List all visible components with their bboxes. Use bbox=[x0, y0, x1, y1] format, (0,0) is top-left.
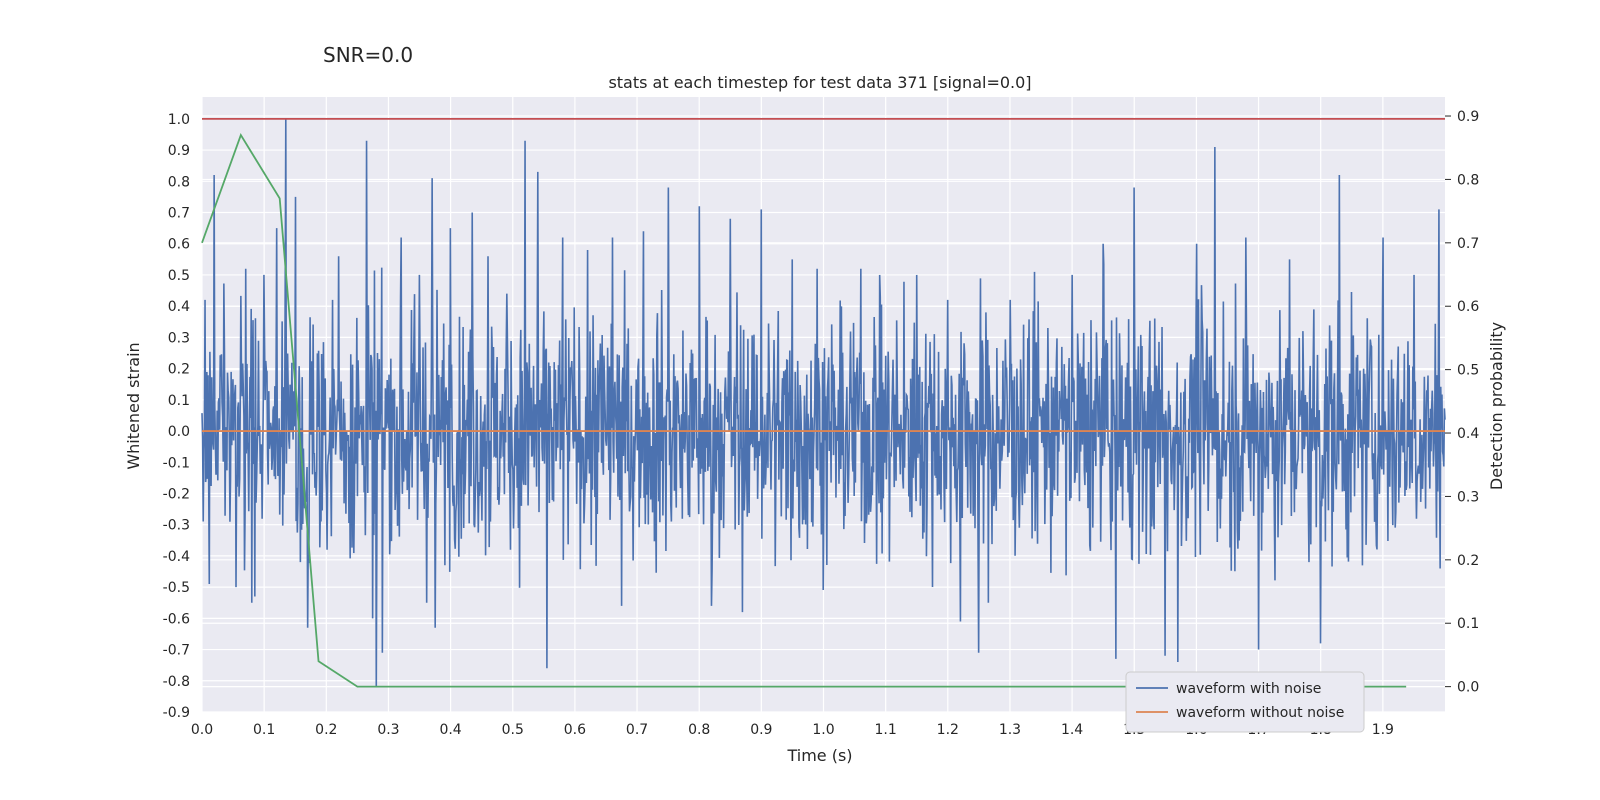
y-tick-label: 0.9 bbox=[168, 143, 190, 159]
y2-axis-label: Detection probability bbox=[1487, 322, 1506, 490]
y2-tick-label: 0.4 bbox=[1457, 426, 1479, 442]
x-tick-label: 0.5 bbox=[502, 722, 524, 738]
y-tick-label: -0.5 bbox=[163, 580, 190, 596]
x-tick-label: 0.4 bbox=[439, 722, 461, 738]
x-tick-label: 0.0 bbox=[191, 722, 213, 738]
x-tick-label: 0.8 bbox=[688, 722, 710, 738]
y2-tick-label: 0.9 bbox=[1457, 109, 1479, 125]
y-tick-label: -0.1 bbox=[163, 455, 190, 471]
y-tick-label: -0.3 bbox=[163, 518, 190, 534]
series-waveform-with-noise bbox=[201, 118, 1446, 688]
chart-title: stats at each timestep for test data 371… bbox=[608, 73, 1031, 92]
y2-tick-label: 0.8 bbox=[1457, 172, 1479, 188]
y-tick-label: 0.7 bbox=[168, 206, 190, 222]
chart-suptitle: SNR=0.0 bbox=[323, 43, 413, 67]
y2-tick-label: 0.2 bbox=[1457, 553, 1479, 569]
y-tick-label: 0.0 bbox=[168, 424, 190, 440]
y-tick-label: 0.4 bbox=[168, 299, 190, 315]
x-tick-label: 1.4 bbox=[1061, 722, 1083, 738]
legend-box bbox=[1125, 671, 1365, 733]
x-tick-label: 0.7 bbox=[626, 722, 648, 738]
y2-ticks: 0.9 0.8 0.7 0.6 0.5 0.4 0.3 0.2 0.1 0.0 bbox=[1445, 109, 1479, 696]
x-tick-label: 1.1 bbox=[875, 722, 897, 738]
y-tick-label: 0.5 bbox=[168, 268, 190, 284]
y-axis-label: Whitened strain bbox=[124, 342, 143, 469]
y-tick-label: 0.3 bbox=[168, 330, 190, 346]
x-tick-label: 1.3 bbox=[999, 722, 1021, 738]
y-tick-label: 1.0 bbox=[168, 112, 190, 128]
y-tick-label: -0.9 bbox=[163, 705, 190, 721]
y-tick-label: 0.2 bbox=[168, 362, 190, 378]
y2-tick-label: 0.6 bbox=[1457, 299, 1479, 315]
y2-tick-label: 0.3 bbox=[1457, 489, 1479, 505]
x-tick-label: 0.2 bbox=[315, 722, 337, 738]
y2-tick-label: 0.5 bbox=[1457, 363, 1479, 379]
y-tick-label: -0.7 bbox=[163, 643, 190, 659]
y-tick-label: 0.6 bbox=[168, 237, 190, 253]
y-tick-label: 0.1 bbox=[168, 393, 190, 409]
y2-tick-label: 0.1 bbox=[1457, 616, 1479, 632]
y-tick-label: 0.8 bbox=[168, 174, 190, 190]
x-tick-label: 0.6 bbox=[564, 722, 586, 738]
legend-label: waveform without noise bbox=[1176, 705, 1344, 721]
x-tick-label: 1.2 bbox=[937, 722, 959, 738]
x-tick-label: 0.1 bbox=[253, 722, 275, 738]
x-tick-label: 0.9 bbox=[750, 722, 772, 738]
y-ticks: 1.0 0.9 0.8 0.7 0.6 0.5 0.4 0.3 0.2 0.1 0.0 -0.1 -0.… bbox=[163, 112, 190, 721]
x-tick-label: 1.0 bbox=[812, 722, 834, 738]
legend: waveform with noise waveform without nois… bbox=[1125, 671, 1365, 733]
x-tick-label: 1.9 bbox=[1372, 722, 1394, 738]
x-tick-label: 0.3 bbox=[377, 722, 399, 738]
y-tick-label: -0.2 bbox=[163, 486, 190, 502]
y-tick-label: -0.6 bbox=[163, 611, 190, 627]
y2-tick-label: 0.0 bbox=[1457, 680, 1479, 696]
x-axis-label: Time (s) bbox=[786, 746, 852, 765]
y2-tick-label: 0.7 bbox=[1457, 236, 1479, 252]
y-tick-label: -0.4 bbox=[163, 549, 190, 565]
y-tick-label: -0.8 bbox=[163, 674, 190, 690]
legend-label: waveform with noise bbox=[1176, 681, 1321, 697]
